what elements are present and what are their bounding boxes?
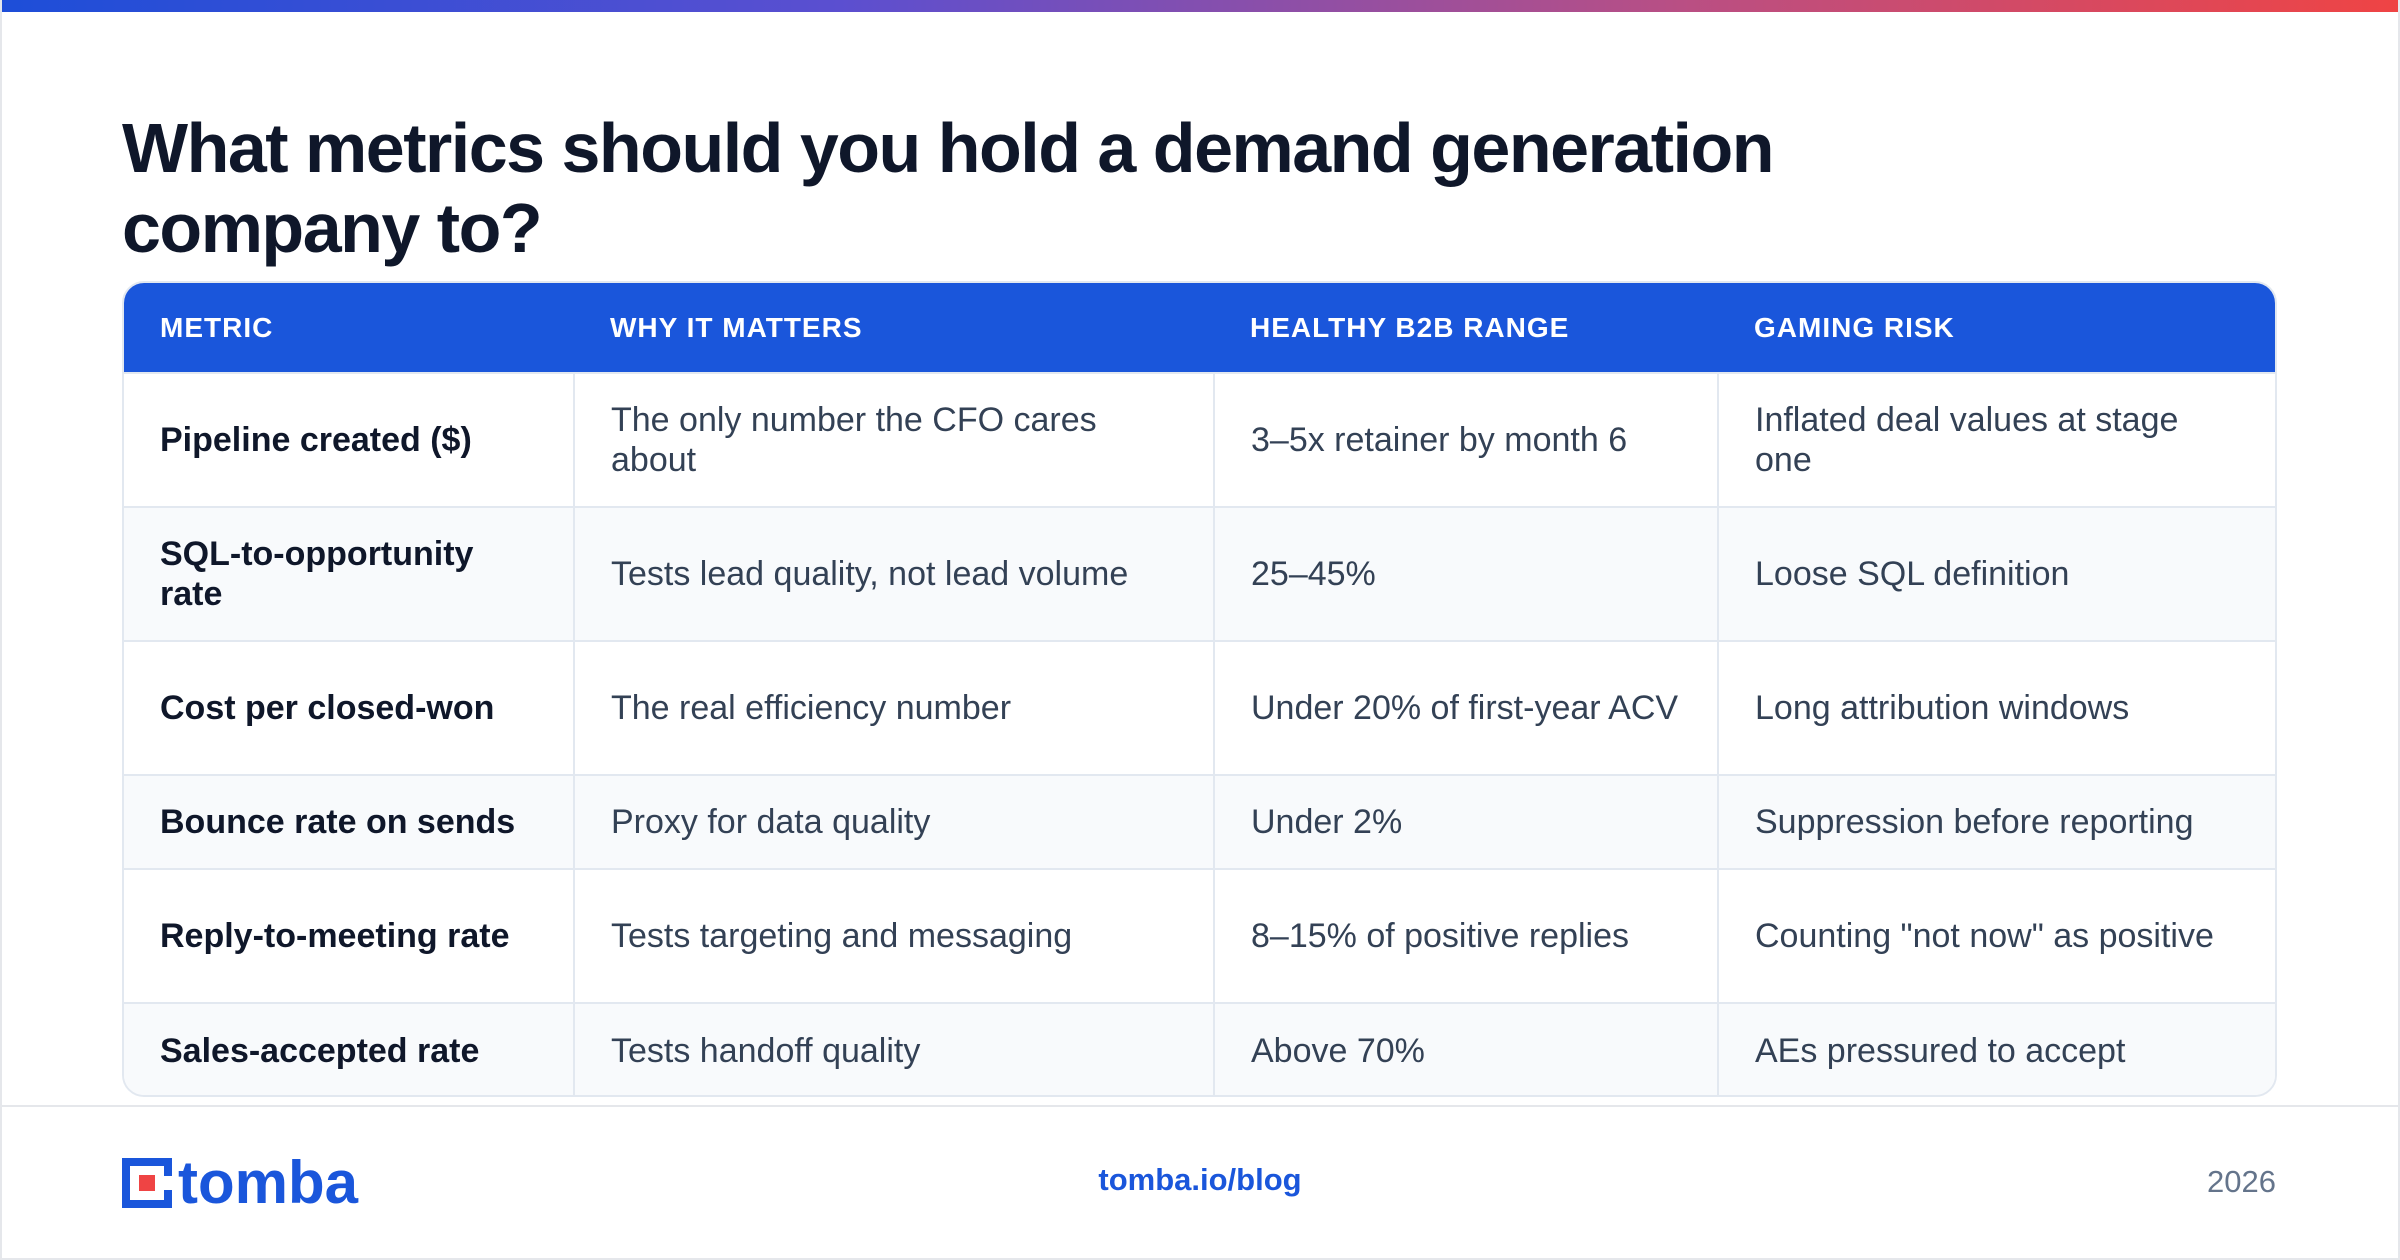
metric-cell: Bounce rate on sends xyxy=(124,774,574,869)
range-cell: 3–5x retainer by month 6 xyxy=(1213,372,1718,507)
tomba-logo[interactable]: tomba xyxy=(122,1149,358,1216)
footer-site: tomba.io/blog xyxy=(0,1162,2400,1198)
metric-cell: Reply-to-meeting rate xyxy=(124,868,574,1003)
table-row: Pipeline created ($) The only number the… xyxy=(124,372,2275,507)
risk-cell: Suppression before reporting xyxy=(1717,774,2275,869)
table-row: Bounce rate on sends Proxy for data qual… xyxy=(124,774,2275,869)
risk-cell: Inflated deal values at stage one xyxy=(1717,372,2275,507)
range-cell: 8–15% of positive replies xyxy=(1213,868,1718,1003)
footer-year: 2026 xyxy=(2207,1164,2276,1199)
blog-link[interactable]: tomba.io/blog xyxy=(1098,1162,1302,1197)
tomba-logo-icon xyxy=(122,1158,172,1208)
why-cell: The only number the CFO cares about xyxy=(573,372,1214,507)
why-cell: Proxy for data quality xyxy=(573,774,1214,869)
risk-cell: AEs pressured to accept xyxy=(1717,1002,2275,1095)
metrics-table: METRIC WHY IT MATTERS HEALTHY B2B RANGE … xyxy=(124,283,2275,1095)
risk-cell: Loose SQL definition xyxy=(1717,506,2275,641)
range-cell: Under 2% xyxy=(1213,774,1718,869)
risk-cell: Counting "not now" as positive xyxy=(1717,868,2275,1003)
header-metric: METRIC xyxy=(160,311,274,343)
table-header-row: METRIC WHY IT MATTERS HEALTHY B2B RANGE … xyxy=(124,283,2275,373)
range-cell: Above 70% xyxy=(1213,1002,1718,1095)
metric-cell: SQL-to-opportunity rate xyxy=(124,506,574,641)
header-healthy-range: HEALTHY B2B RANGE xyxy=(1250,311,1570,343)
why-cell: The real efficiency number xyxy=(573,640,1214,775)
table-row: Reply-to-meeting rate Tests targeting an… xyxy=(124,868,2275,1003)
table-row: Sales-accepted rate Tests handoff qualit… xyxy=(124,1002,2275,1095)
logo-wordmark: tomba xyxy=(178,1149,358,1216)
table-row: Cost per closed-won The real efficiency … xyxy=(124,640,2275,775)
why-cell: Tests handoff quality xyxy=(573,1002,1214,1095)
top-gradient-bar xyxy=(0,0,2400,12)
range-cell: 25–45% xyxy=(1213,506,1718,641)
page-title: What metrics should you hold a demand ge… xyxy=(122,109,1774,267)
header-why-it-matters: WHY IT MATTERS xyxy=(610,311,863,343)
range-cell: Under 20% of first-year ACV xyxy=(1213,640,1718,775)
metrics-table-container: METRIC WHY IT MATTERS HEALTHY B2B RANGE … xyxy=(122,281,2277,1097)
risk-cell: Long attribution windows xyxy=(1717,640,2275,775)
table-row: SQL-to-opportunity rate Tests lead quali… xyxy=(124,506,2275,641)
metric-cell: Cost per closed-won xyxy=(124,640,574,775)
metric-cell: Pipeline created ($) xyxy=(124,372,574,507)
why-cell: Tests lead quality, not lead volume xyxy=(573,506,1214,641)
why-cell: Tests targeting and messaging xyxy=(573,868,1214,1003)
metric-cell: Sales-accepted rate xyxy=(124,1002,574,1095)
footer-divider xyxy=(0,1105,2400,1107)
header-gaming-risk: GAMING RISK xyxy=(1754,311,1955,343)
